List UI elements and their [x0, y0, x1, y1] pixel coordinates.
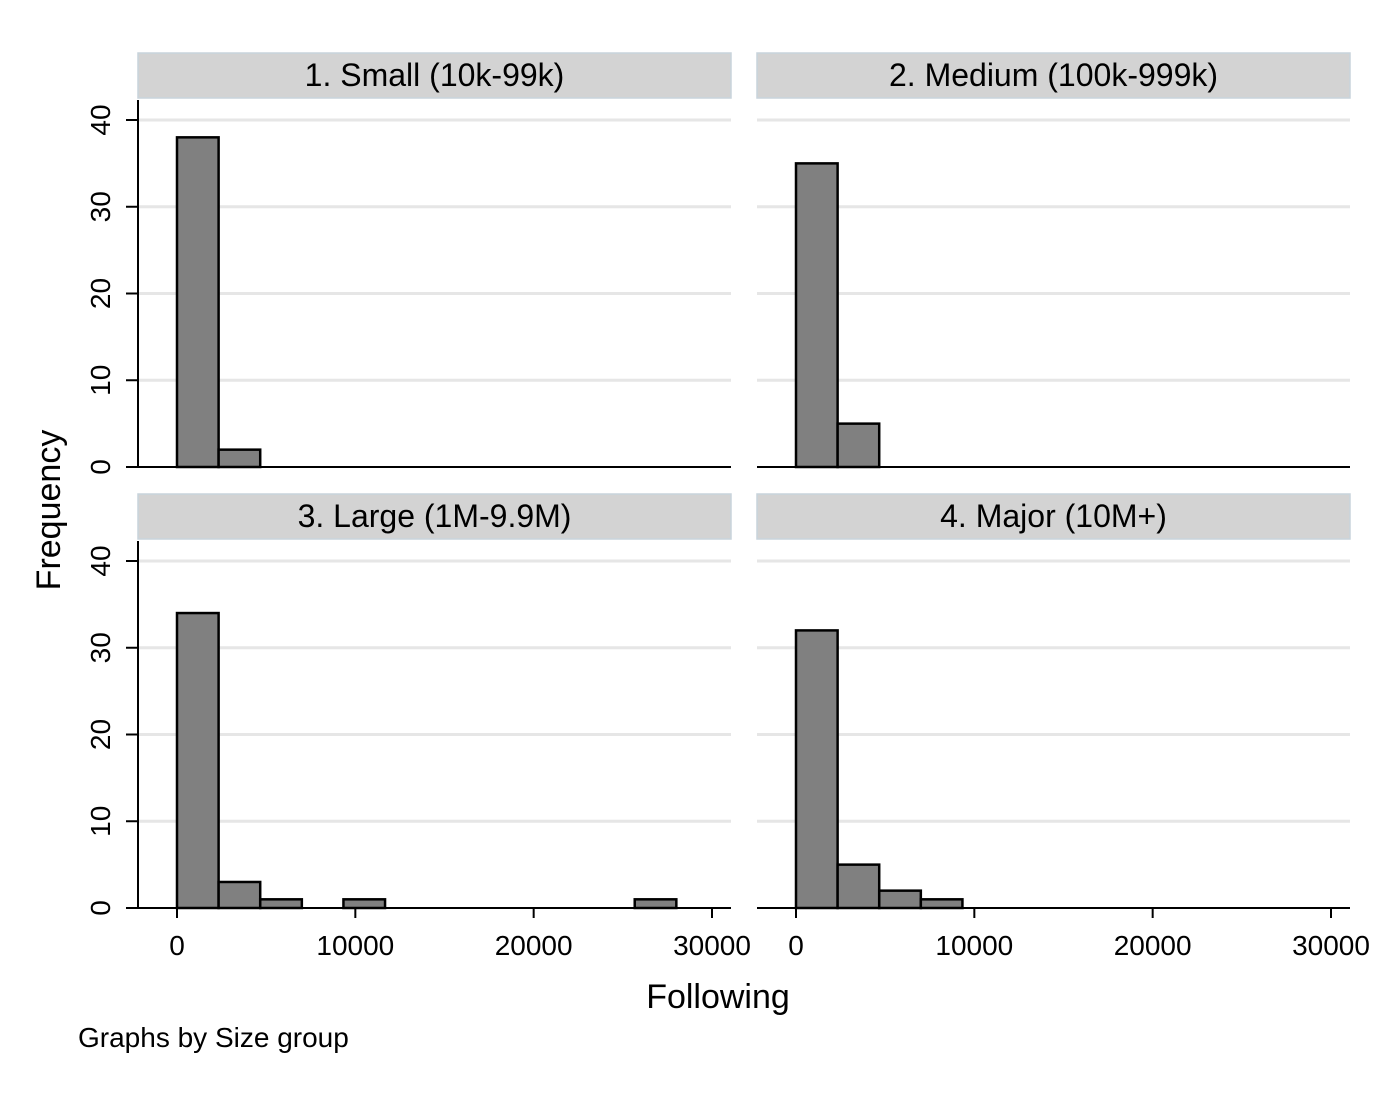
- histogram-bar: [794, 162, 839, 469]
- x-tick-label: 10000: [935, 930, 1013, 961]
- histogram-bar: [919, 898, 964, 910]
- panels: 1. Small (10k-99k) 0 10 20 30 40 2. Medium (10…: [85, 52, 1370, 961]
- panel-title-strip: [137, 52, 732, 99]
- x-tick-label: 10000: [316, 930, 394, 961]
- histogram-bar: [175, 611, 220, 910]
- histogram-bar: [877, 889, 923, 910]
- histogram-bar: [836, 422, 881, 469]
- y-tick-label: 30: [85, 191, 116, 222]
- y-tick-label: 40: [85, 545, 116, 576]
- panel-title-strip: [756, 52, 1351, 99]
- histogram-bar: [217, 448, 262, 469]
- panel-title-strip: [137, 493, 732, 540]
- panel-4: 4. Major (10M+) 0 10000 20000 30000: [756, 493, 1370, 961]
- histogram-bar: [175, 136, 220, 469]
- histogram-bar: [633, 898, 678, 910]
- x-tick-label: 20000: [495, 930, 573, 961]
- panel-title: 3. Large (1M-9.9M): [298, 498, 572, 534]
- y-tick-label: 40: [85, 104, 116, 135]
- x-tick-label: 20000: [1114, 930, 1192, 961]
- histogram-bar: [258, 898, 304, 910]
- y-axis-title: Frequency: [30, 430, 68, 591]
- panel-title: 2. Medium (100k-999k): [889, 57, 1218, 93]
- y-tick-label: 0: [85, 900, 116, 916]
- panel-title: 4. Major (10M+): [940, 498, 1167, 534]
- x-tick-label: 0: [788, 930, 804, 961]
- panel-1: 1. Small (10k-99k) 0 10 20 30 40: [85, 52, 732, 475]
- panel-title: 1. Small (10k-99k): [305, 57, 565, 93]
- x-tick-label: 30000: [1292, 930, 1370, 961]
- y-tick-label: 10: [85, 365, 116, 396]
- histogram-bar: [836, 863, 881, 910]
- y-tick-label: 30: [85, 632, 116, 663]
- y-tick-label: 20: [85, 278, 116, 309]
- graphs-by-note: Graphs by Size group: [78, 1022, 349, 1053]
- histogram-bar: [217, 880, 262, 910]
- x-axis-title: Following: [646, 978, 790, 1016]
- panel-title-strip: [756, 493, 1351, 540]
- histogram-bar: [794, 629, 839, 910]
- panel-3: 3. Large (1M-9.9M) 0 10 20 30 40 0 10000 20000 30…: [85, 493, 751, 961]
- y-tick-label: 10: [85, 806, 116, 837]
- x-tick-label: 0: [169, 930, 185, 961]
- histogram-bar: [342, 898, 387, 910]
- x-tick-label: 30000: [673, 930, 751, 961]
- y-tick-label: 20: [85, 719, 116, 750]
- y-tick-label: 0: [85, 459, 116, 475]
- panel-2: 2. Medium (100k-999k): [756, 52, 1351, 469]
